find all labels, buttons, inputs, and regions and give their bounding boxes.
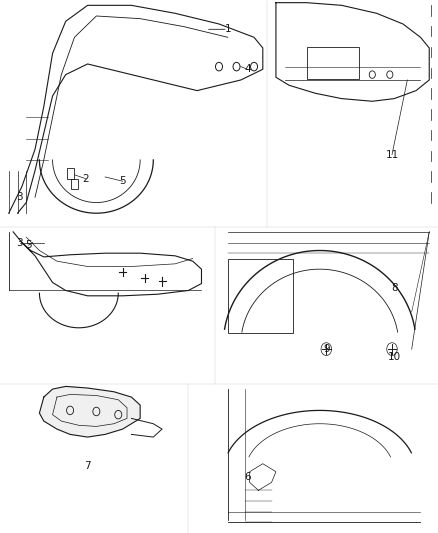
Text: 6: 6	[244, 472, 251, 482]
Bar	[228, 259, 293, 333]
Text: 5: 5	[119, 176, 126, 186]
Text: 3: 3	[16, 238, 23, 247]
Text: 9: 9	[323, 344, 330, 354]
Bar	[307, 47, 359, 79]
Text: 4: 4	[244, 64, 251, 74]
Text: 5: 5	[25, 240, 32, 250]
Polygon shape	[39, 386, 140, 437]
Text: 8: 8	[391, 283, 398, 293]
Text: 3: 3	[16, 192, 23, 202]
Text: 1: 1	[224, 25, 231, 34]
Bar	[71, 179, 78, 189]
Bar	[67, 168, 74, 179]
Text: 10: 10	[388, 352, 401, 362]
Text: 7: 7	[84, 462, 91, 471]
Text: 11: 11	[385, 150, 399, 159]
Text: 2: 2	[82, 174, 89, 183]
